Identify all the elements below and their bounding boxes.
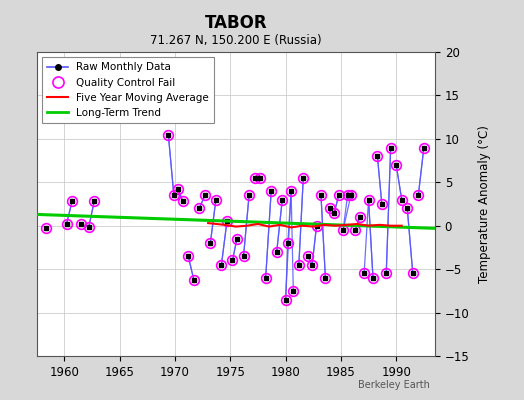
Text: 71.267 N, 150.200 E (Russia): 71.267 N, 150.200 E (Russia) — [150, 34, 322, 47]
Text: TABOR: TABOR — [204, 14, 267, 32]
Y-axis label: Temperature Anomaly (°C): Temperature Anomaly (°C) — [478, 125, 490, 283]
Text: Berkeley Earth: Berkeley Earth — [358, 380, 430, 390]
Legend: Raw Monthly Data, Quality Control Fail, Five Year Moving Average, Long-Term Tren: Raw Monthly Data, Quality Control Fail, … — [42, 57, 214, 123]
